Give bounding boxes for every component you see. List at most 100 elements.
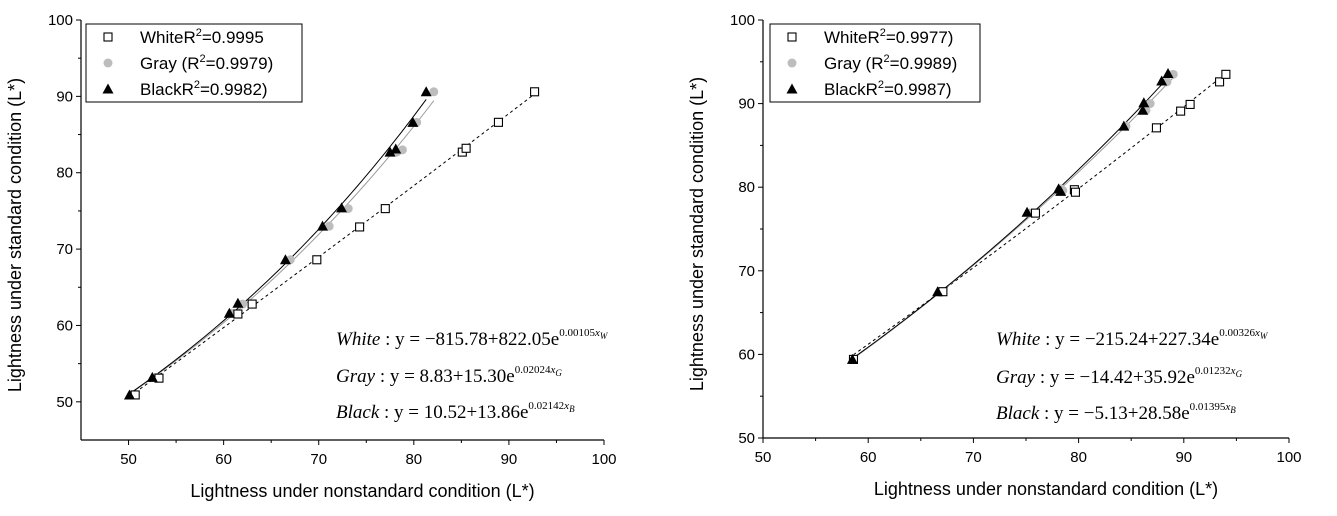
y-tick-label: 50	[738, 430, 755, 447]
legend-sup: 2	[194, 79, 200, 91]
data-point-white	[530, 87, 540, 97]
fit-line-black	[129, 99, 427, 395]
y-tick-label: 90	[56, 88, 73, 105]
legend-box	[769, 23, 981, 103]
x-tick-label: 100	[1276, 449, 1301, 466]
equation-var: x	[1254, 327, 1260, 339]
data-point-black	[123, 389, 135, 400]
x-tick-label: 80	[405, 451, 422, 468]
data-point-white	[1176, 106, 1186, 116]
legend-r: R	[866, 80, 878, 99]
data-point-black	[1055, 185, 1067, 196]
equation-name: Black	[336, 402, 380, 423]
data-point-white	[233, 309, 243, 319]
y-tick-label: 80	[738, 179, 755, 196]
data-point-black	[932, 286, 944, 297]
data-point-black	[1156, 75, 1168, 86]
equation-exponent: 0.02024	[515, 364, 551, 376]
data-point-black	[1118, 120, 1130, 131]
legend-r2: =0.9995	[202, 28, 264, 47]
legend-marker-white	[103, 32, 113, 42]
equation-subscript: G	[1236, 369, 1243, 379]
legend-marker-white	[787, 32, 797, 42]
legend-r: R	[867, 28, 879, 47]
y-tick-label: 100	[730, 12, 755, 29]
equation-var: x	[549, 364, 555, 376]
equation-var: x	[594, 327, 600, 339]
data-point-white	[493, 117, 503, 127]
equation-name: Black	[996, 403, 1040, 424]
equation-exponent: 0.00105	[559, 327, 595, 339]
equation-name: Gray	[336, 366, 376, 387]
y-tick-label: 80	[56, 165, 73, 182]
legend-label-gray: Gray (R2=0.9989)	[824, 53, 957, 73]
data-point-white	[380, 204, 390, 214]
equation-name: White	[336, 329, 380, 350]
data-point-black	[390, 143, 402, 154]
data-point-black	[223, 307, 235, 318]
data-point-white	[1215, 77, 1225, 87]
legend-label-white: WhiteR2=0.9977)	[824, 27, 953, 47]
equation-exponent: 0.01395	[1190, 401, 1226, 413]
y-tick-label: 70	[738, 263, 755, 280]
equation-subscript: B	[1230, 405, 1236, 415]
data-point-black	[1162, 68, 1174, 79]
data-point-black	[279, 254, 291, 265]
legend-r2: =0.9982)	[200, 80, 268, 99]
y-tick-label: 90	[738, 96, 755, 113]
equation-body: : y = 10.52+13.86e	[379, 402, 528, 423]
y-tick-label: 60	[56, 317, 73, 334]
data-point-black	[1138, 97, 1150, 108]
legend-r: R	[871, 54, 883, 73]
equation-body: : y = −815.78+822.05e	[380, 329, 559, 350]
data-point-gray	[324, 221, 334, 231]
equation-black: Black : y = 10.52+13.86e0.02142xB	[336, 400, 575, 423]
legend-r2: =0.9977)	[886, 28, 954, 47]
data-point-black	[336, 202, 348, 213]
legend-marker-black	[786, 83, 798, 94]
legend-r: R	[183, 28, 195, 47]
chart-2: 50 60 70 80 90 100 50 60 70 80 90 100 Lightness unde…	[687, 12, 1302, 499]
data-point-white	[461, 143, 471, 153]
data-point-white	[1221, 69, 1231, 79]
equation-subscript: W	[1260, 331, 1269, 341]
data-point-white	[1030, 208, 1041, 218]
legend-sup: 2	[196, 27, 202, 39]
legend-box	[85, 23, 303, 103]
fit-line-gray	[853, 77, 1174, 359]
legend-label-gray: Gray (R2=0.9979)	[140, 53, 273, 73]
legend-r: R	[187, 54, 199, 73]
equation-name: Gray	[996, 367, 1036, 388]
legend-name: Black	[824, 80, 866, 99]
data-point-white	[312, 255, 322, 265]
equation-name: White	[996, 329, 1040, 350]
data-point-white	[1070, 187, 1080, 197]
y-tick-label: 100	[48, 12, 73, 29]
data-point-black	[317, 220, 329, 231]
x-tick-label: 60	[860, 449, 877, 466]
fit-line-black	[852, 77, 1169, 359]
y-axis-label: Lightness under standard condition (L*)	[5, 78, 25, 392]
data-point-black	[1021, 206, 1033, 217]
legend-marker-gray	[103, 58, 113, 68]
y-tick-label: 60	[738, 346, 755, 363]
data-point-black	[232, 297, 244, 308]
data-point-white	[247, 299, 257, 309]
equation-black: Black : y = −5.13+28.58e0.01395xB	[996, 401, 1236, 424]
equation-var: x	[563, 400, 569, 412]
data-point-white	[1151, 123, 1161, 133]
equation-exponent: 0.00326	[1219, 327, 1255, 339]
legend-sup: 2	[878, 79, 884, 91]
x-tick-label: 100	[591, 451, 616, 468]
x-tick-label: 50	[755, 449, 772, 466]
data-point-black	[846, 353, 858, 364]
legend-sup: 2	[884, 53, 890, 65]
data-point-black	[407, 116, 419, 127]
equation-gray: Gray : y = 8.83+15.30e0.02024xG	[336, 364, 562, 387]
data-point-black	[384, 146, 396, 157]
equation-var: x	[1230, 365, 1236, 377]
data-point-black	[1137, 104, 1149, 115]
y-tick-label: 70	[56, 241, 73, 258]
equation-body: : y = 8.83+15.30e	[375, 366, 515, 387]
equation-body: : y = −215.24+227.34e	[1040, 329, 1219, 350]
